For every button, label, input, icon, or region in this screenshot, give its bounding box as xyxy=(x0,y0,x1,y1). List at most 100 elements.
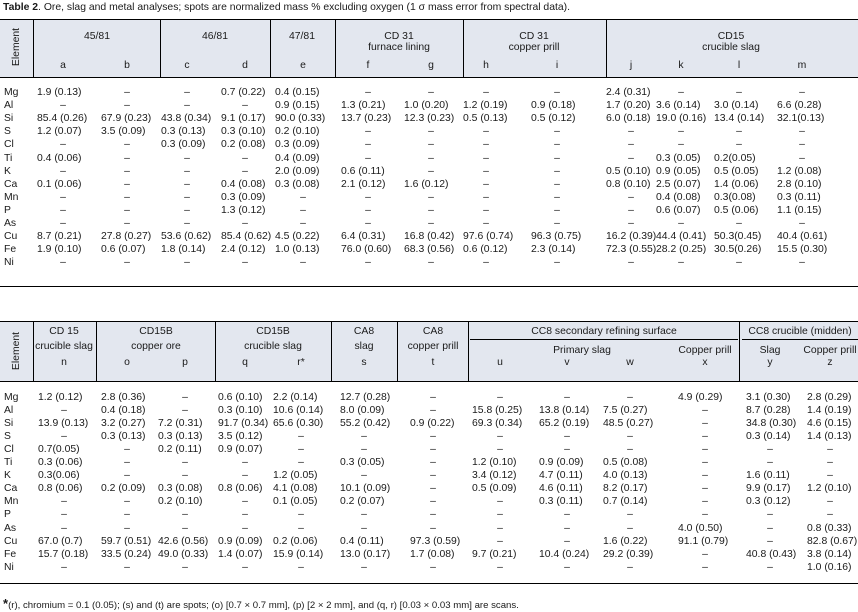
table-cell: 1.4 (0.13) xyxy=(807,431,852,443)
table-cell: – xyxy=(242,509,248,521)
column-letter: z xyxy=(827,357,833,368)
table-cell: – xyxy=(242,152,248,164)
table-cell: – xyxy=(60,139,66,151)
element-label: Al xyxy=(4,100,14,112)
element-label: As xyxy=(4,218,17,229)
table-cell: – xyxy=(497,392,503,403)
rule-bottom xyxy=(0,286,858,287)
footnote-text: (r), chromium = 0.1 (0.05); (s) and (t) … xyxy=(8,600,519,611)
column-letter: u xyxy=(497,357,503,368)
table-cell: 3.4 (0.12) xyxy=(472,470,517,482)
rule-header-bottom xyxy=(0,77,858,78)
column-letter: b xyxy=(124,60,130,71)
table-cell: 1.2 (0.08) xyxy=(777,165,822,177)
table-cell: – xyxy=(184,178,190,190)
table-cell: – xyxy=(300,218,306,229)
footnote: *(r), chromium = 0.1 (0.05); (s) and (t)… xyxy=(3,596,519,611)
table-cell: – xyxy=(628,257,634,269)
table-cell: – xyxy=(554,165,560,177)
table-cell: 32.1(0.13) xyxy=(777,113,825,125)
table-cell: 2.3 (0.14) xyxy=(531,244,576,256)
table-cell: – xyxy=(430,483,436,495)
table-cell: – xyxy=(564,535,570,547)
table-cell: – xyxy=(767,509,773,521)
column-letter: e xyxy=(300,60,306,71)
table-cell: – xyxy=(702,470,708,482)
table-cell: 2.0 (0.09) xyxy=(275,165,320,177)
group-header-top: CC8 crucible (midden) xyxy=(748,326,852,337)
element-label: As xyxy=(4,522,17,534)
table-cell: 0.3 (0.11) xyxy=(777,191,821,203)
table-cell: 40.4 (0.61) xyxy=(777,231,828,243)
element-label: P xyxy=(4,204,11,216)
table-cell: – xyxy=(60,218,66,229)
rule-top xyxy=(0,321,858,322)
column-letter: t xyxy=(431,357,435,368)
table-cell: 1.2 (0.19) xyxy=(463,100,508,112)
column-divider xyxy=(33,19,34,77)
table-cell: 85.4 (0.26) xyxy=(37,113,88,125)
table-cell: – xyxy=(497,431,503,443)
column-divider xyxy=(468,321,469,381)
group-underline xyxy=(470,339,738,340)
table-cell: 6.0 (0.18) xyxy=(606,113,651,125)
table-cell: – xyxy=(184,100,190,112)
table-cell: – xyxy=(702,483,708,495)
table-cell: 59.7 (0.51) xyxy=(101,535,152,547)
table-cell: – xyxy=(430,496,436,508)
table-cell: 3.0 (0.14) xyxy=(714,100,759,112)
table-cell: 1.3 (0.21) xyxy=(341,100,386,112)
table-cell: – xyxy=(627,444,633,456)
subgroup-header: Copper prill xyxy=(803,345,857,356)
table-cell: – xyxy=(184,257,190,269)
table-cell: 1.3 (0.12) xyxy=(221,204,266,216)
table-caption: Table 2. Ore, slag and metal analyses; s… xyxy=(3,2,570,13)
table-cell: 13.4 (0.14) xyxy=(714,113,765,125)
table-cell: – xyxy=(242,218,248,229)
table-cell: – xyxy=(430,431,436,443)
table-cell: 0.2 (0.08) xyxy=(221,139,266,151)
table-cell: – xyxy=(242,257,248,269)
table-cell: – xyxy=(298,561,304,573)
table-cell: 0.3 (0.13) xyxy=(161,126,206,138)
table-cell: 0.3 (0.14) xyxy=(746,431,791,443)
table-cell: – xyxy=(124,444,130,456)
table-cell: – xyxy=(242,496,248,508)
table-cell: – xyxy=(678,126,684,138)
table-cell: 0.2 (0.11) xyxy=(158,444,202,456)
column-letter: j xyxy=(629,60,633,71)
table-cell: – xyxy=(564,509,570,521)
table-cell: – xyxy=(554,139,560,151)
table-cell: – xyxy=(430,405,436,417)
group-header-name: slag xyxy=(354,341,374,352)
table-cell: 67.9 (0.23) xyxy=(101,113,152,125)
table-cell: 49.0 (0.33) xyxy=(158,548,209,560)
table-cell: – xyxy=(497,509,503,521)
table-cell: 0.2 (0.06) xyxy=(273,535,318,547)
group-header-top: CA8 xyxy=(422,326,444,337)
table-cell: – xyxy=(736,87,742,98)
table-cell: – xyxy=(678,139,684,151)
footnote-marker: * xyxy=(3,596,9,611)
table-cell: – xyxy=(767,535,773,547)
table-cell: – xyxy=(799,87,805,98)
table-cell: 40.8 (0.43) xyxy=(746,548,797,560)
table-cell: 6.4 (0.31) xyxy=(341,231,386,243)
table-cell: – xyxy=(702,444,708,456)
table-cell: – xyxy=(483,218,489,229)
table-cell: 1.1 (0.15) xyxy=(777,204,822,216)
table-cell: 1.2 (0.10) xyxy=(807,483,852,495)
group-header-top: CD 31 xyxy=(384,31,414,42)
group-header-name: crucible slag xyxy=(35,341,93,352)
table-cell: 0.3 (0.08) xyxy=(158,483,203,495)
table-cell: – xyxy=(124,509,130,521)
table-cell: 0.8 (0.06) xyxy=(38,483,83,495)
table-cell: – xyxy=(736,139,742,151)
group-header-name: 47/81 xyxy=(288,31,316,42)
column-divider xyxy=(331,321,332,381)
group-header-top: CD15B xyxy=(256,326,290,337)
table-cell: 85.4 (0.62) xyxy=(221,231,272,243)
table-cell: – xyxy=(497,535,503,547)
table-cell: – xyxy=(61,509,67,521)
table-cell: 33.5 (0.24) xyxy=(101,548,152,560)
